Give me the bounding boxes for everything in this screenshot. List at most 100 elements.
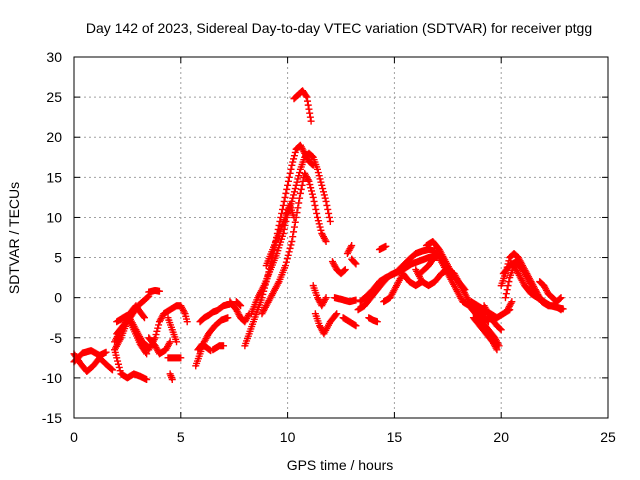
y-tick-label: 0: [54, 290, 62, 306]
x-tick-label: 0: [70, 429, 78, 445]
data-point: [114, 357, 122, 365]
y-tick-label: -15: [42, 410, 62, 426]
data-point: [290, 155, 298, 163]
data-point: [113, 354, 121, 362]
data-point: [290, 152, 298, 160]
data-point: [287, 241, 295, 249]
x-axis-label: GPS time / hours: [287, 457, 394, 473]
y-tick-label: -5: [50, 330, 63, 346]
data-point: [492, 344, 500, 352]
data-point: [283, 185, 291, 193]
data-point: [289, 233, 297, 241]
data-point: [292, 181, 300, 189]
data-point: [154, 324, 162, 332]
data-point: [340, 266, 348, 274]
chart-title: Day 142 of 2023, Sidereal Day-to-day VTE…: [86, 20, 592, 36]
data-point: [505, 257, 513, 265]
x-tick-label: 20: [493, 429, 509, 445]
data-point: [305, 177, 313, 185]
data-point: [496, 325, 504, 333]
data-point: [501, 294, 509, 302]
data-point: [284, 251, 292, 259]
axis-ticks: [73, 56, 609, 419]
data-point: [504, 282, 512, 290]
data-point: [315, 220, 323, 228]
data-point: [308, 187, 316, 195]
data-point: [333, 310, 341, 318]
data-point: [153, 327, 161, 335]
data-point: [183, 318, 191, 326]
data-point: [352, 296, 360, 304]
data-point: [314, 169, 322, 177]
data-point: [309, 193, 317, 201]
data-point: [286, 169, 294, 177]
data-point: [287, 165, 295, 173]
x-tick-label: 25: [600, 429, 616, 445]
data-point: [295, 199, 303, 207]
data-point: [281, 193, 289, 201]
data-point: [341, 266, 349, 274]
data-point: [279, 201, 287, 209]
data-point: [290, 191, 298, 199]
data-point: [314, 217, 322, 225]
data-point: [283, 255, 291, 263]
data-point: [320, 191, 328, 199]
data-point: [351, 259, 359, 267]
data-point: [236, 301, 244, 309]
data-point: [316, 175, 324, 183]
data-point: [165, 339, 173, 347]
data-point: [307, 184, 315, 192]
data-point: [321, 194, 329, 202]
data-point: [308, 190, 316, 198]
data-point: [288, 238, 296, 246]
data-point: [297, 185, 305, 193]
x-tick-label: 5: [177, 429, 185, 445]
data-point: [288, 161, 296, 169]
data-point: [295, 172, 303, 180]
data-point: [298, 181, 306, 189]
data-point: [168, 375, 176, 383]
data-point: [108, 365, 116, 373]
data-point: [347, 243, 355, 251]
data-point: [143, 375, 151, 383]
data-point: [326, 217, 334, 225]
data-point: [290, 223, 298, 231]
data-point: [306, 109, 314, 117]
data-point: [310, 197, 318, 205]
data-point: [321, 295, 329, 303]
data-point: [314, 165, 322, 173]
data-point: [278, 205, 286, 213]
data-point: [505, 278, 513, 286]
data-point: [306, 113, 314, 121]
data-point: [173, 338, 181, 346]
data-point: [102, 348, 110, 356]
data-point: [493, 346, 501, 354]
data-point: [152, 331, 160, 339]
data-point: [559, 305, 567, 313]
data-point: [314, 213, 322, 221]
data-point: [317, 226, 325, 234]
data-point: [317, 178, 325, 186]
data-point: [220, 342, 228, 350]
data-point: [319, 188, 327, 196]
data-point: [289, 194, 297, 202]
y-tick-label: 20: [46, 129, 62, 145]
data-point: [282, 189, 290, 197]
data-point: [503, 286, 511, 294]
data-point: [285, 173, 293, 181]
data-point: [306, 181, 314, 189]
data-point: [319, 185, 327, 193]
data-point: [325, 213, 333, 221]
data-point: [373, 318, 381, 326]
y-tick-label: 10: [46, 209, 62, 225]
data-point: [140, 314, 148, 322]
data-point: [114, 360, 122, 368]
data-point: [143, 350, 151, 358]
x-tick-label: 15: [387, 429, 403, 445]
data-point: [321, 236, 329, 244]
data-point: [315, 172, 323, 180]
y-tick-label: 5: [54, 250, 62, 266]
data-point: [497, 326, 505, 334]
data-point: [296, 169, 304, 177]
data-point: [322, 294, 330, 302]
